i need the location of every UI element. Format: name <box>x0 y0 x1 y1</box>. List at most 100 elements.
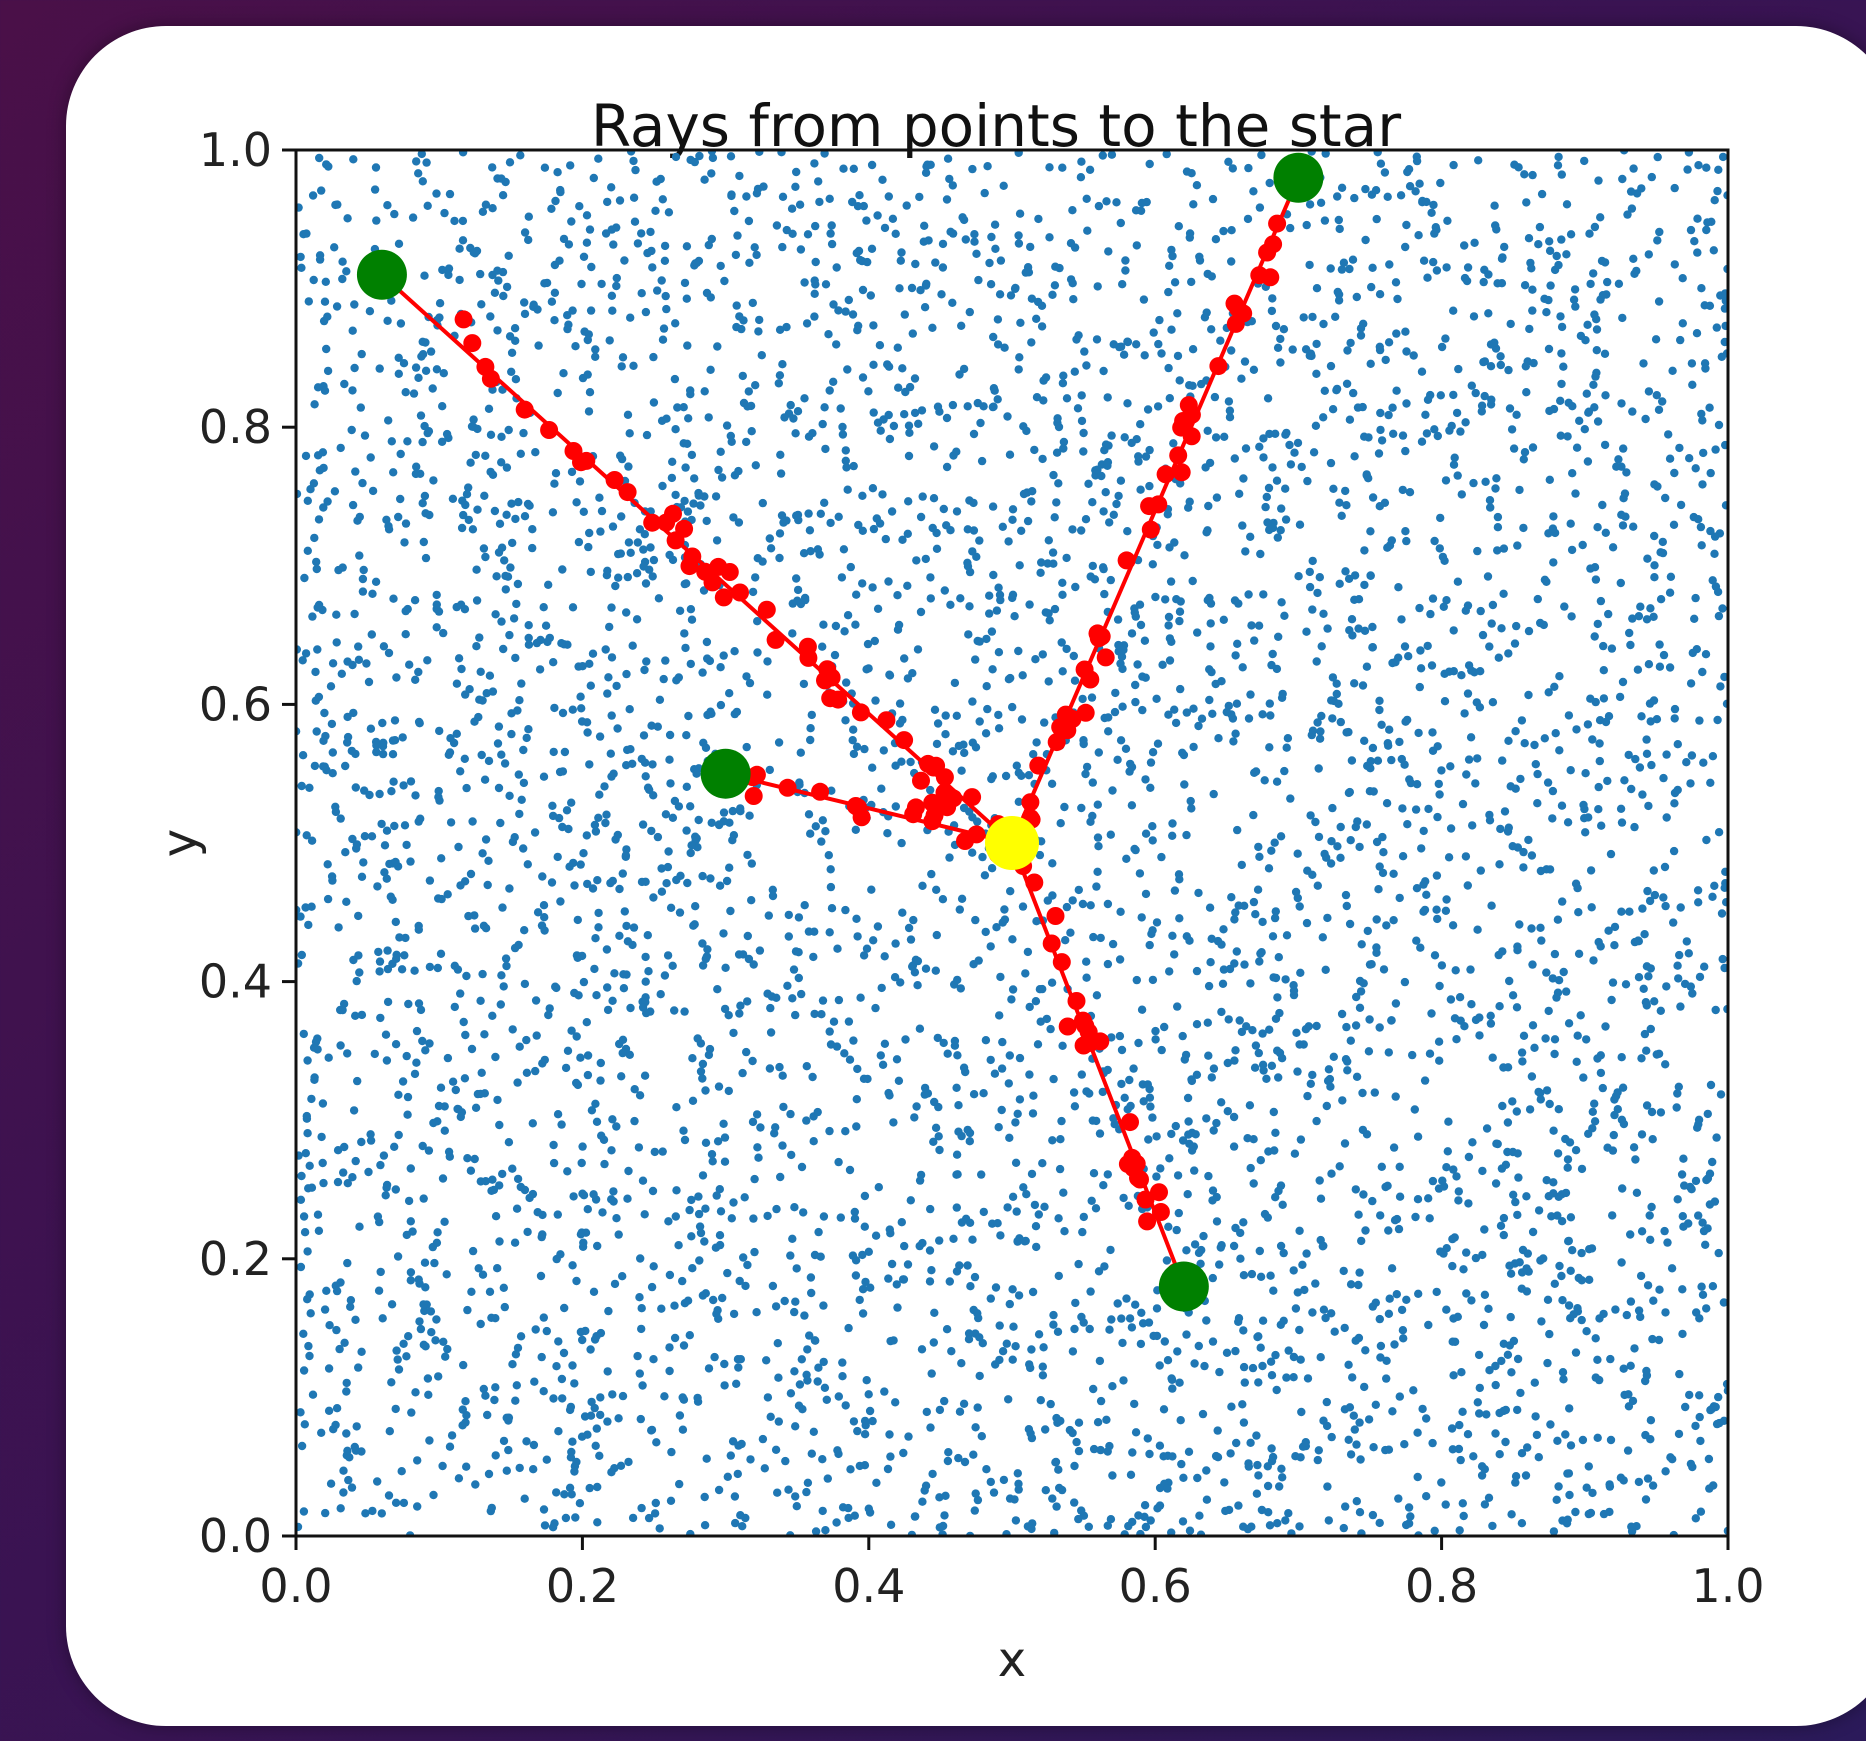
background-point <box>302 1114 312 1123</box>
background-point <box>1057 638 1066 647</box>
background-point <box>1721 867 1728 876</box>
background-point <box>608 996 617 1005</box>
background-point <box>315 251 325 260</box>
background-point <box>1311 1279 1320 1288</box>
background-point <box>461 1030 470 1040</box>
background-point <box>1646 1435 1655 1444</box>
background-point <box>852 1095 861 1104</box>
background-point <box>558 708 568 718</box>
background-point <box>614 1230 623 1239</box>
background-point <box>1280 766 1289 776</box>
background-point <box>1154 339 1163 349</box>
background-point <box>1103 393 1112 402</box>
background-point <box>796 245 806 254</box>
background-point <box>1665 454 1675 463</box>
background-point <box>1022 426 1031 436</box>
background-point <box>1271 1350 1280 1360</box>
background-point <box>609 240 618 249</box>
background-point <box>910 374 920 383</box>
background-point <box>1720 883 1728 892</box>
background-point <box>1208 1337 1218 1346</box>
background-point <box>595 732 605 741</box>
background-point <box>1205 903 1215 912</box>
background-point <box>836 1213 845 1222</box>
background-point <box>971 655 980 664</box>
background-point <box>929 1338 938 1347</box>
background-point <box>411 1388 420 1397</box>
background-point <box>868 583 877 592</box>
background-point <box>752 1110 762 1119</box>
background-point <box>660 1392 669 1401</box>
background-point <box>1333 192 1342 201</box>
background-point <box>615 196 625 205</box>
background-point <box>1260 776 1269 785</box>
background-point <box>582 1018 591 1027</box>
background-point <box>1536 1095 1546 1104</box>
background-point <box>1232 1438 1241 1448</box>
background-point <box>1267 1061 1277 1071</box>
background-point <box>1670 714 1679 723</box>
background-point <box>952 1203 961 1212</box>
background-point <box>1102 1415 1111 1425</box>
background-point <box>1517 1284 1527 1293</box>
background-point <box>1005 1051 1014 1060</box>
background-point <box>841 1401 850 1410</box>
background-point <box>995 290 1005 299</box>
background-point <box>1216 336 1225 345</box>
background-point <box>1134 452 1143 461</box>
background-point <box>1027 338 1036 347</box>
background-point <box>1571 302 1580 311</box>
background-point <box>933 719 943 728</box>
background-point <box>1419 880 1428 889</box>
background-point <box>629 923 639 932</box>
background-point <box>1122 1294 1131 1303</box>
background-point <box>1082 973 1091 982</box>
background-point <box>803 1376 812 1385</box>
background-point <box>1358 681 1368 690</box>
background-point <box>550 260 560 270</box>
background-point <box>313 603 322 612</box>
background-point <box>1491 1429 1500 1438</box>
background-point <box>563 1167 572 1176</box>
background-point <box>1368 1196 1377 1206</box>
background-point <box>1086 901 1095 910</box>
background-point <box>318 1099 328 1108</box>
background-point <box>701 1138 711 1148</box>
background-point <box>607 1146 616 1155</box>
background-point <box>1132 975 1142 985</box>
background-point <box>729 1198 738 1207</box>
background-point <box>826 518 835 528</box>
background-point <box>766 1028 776 1037</box>
background-point <box>1544 688 1553 697</box>
background-point <box>1498 1101 1507 1111</box>
background-point <box>720 276 729 286</box>
background-point <box>864 387 873 396</box>
background-point <box>1436 391 1446 400</box>
background-point <box>965 807 974 816</box>
background-point <box>412 1026 422 1036</box>
background-point <box>968 1235 977 1244</box>
background-point <box>624 538 634 547</box>
background-point <box>994 710 1003 720</box>
background-point <box>638 1176 648 1185</box>
background-point <box>1385 725 1394 734</box>
background-point <box>905 428 914 437</box>
background-point <box>1501 1160 1511 1170</box>
background-point <box>1695 1412 1704 1422</box>
background-point <box>1239 1326 1248 1335</box>
background-point <box>1274 632 1283 641</box>
background-point <box>1559 967 1568 977</box>
background-point <box>1291 887 1301 897</box>
background-point <box>811 1527 821 1536</box>
background-point <box>1086 572 1095 581</box>
background-point <box>394 1365 404 1374</box>
background-point <box>1126 1470 1136 1480</box>
background-point <box>375 364 384 373</box>
background-point <box>883 829 892 838</box>
background-point <box>849 749 859 759</box>
background-point <box>469 422 478 431</box>
background-point <box>610 1279 620 1289</box>
background-point <box>1451 966 1460 975</box>
background-point <box>1550 1049 1559 1059</box>
background-point <box>1698 416 1707 425</box>
